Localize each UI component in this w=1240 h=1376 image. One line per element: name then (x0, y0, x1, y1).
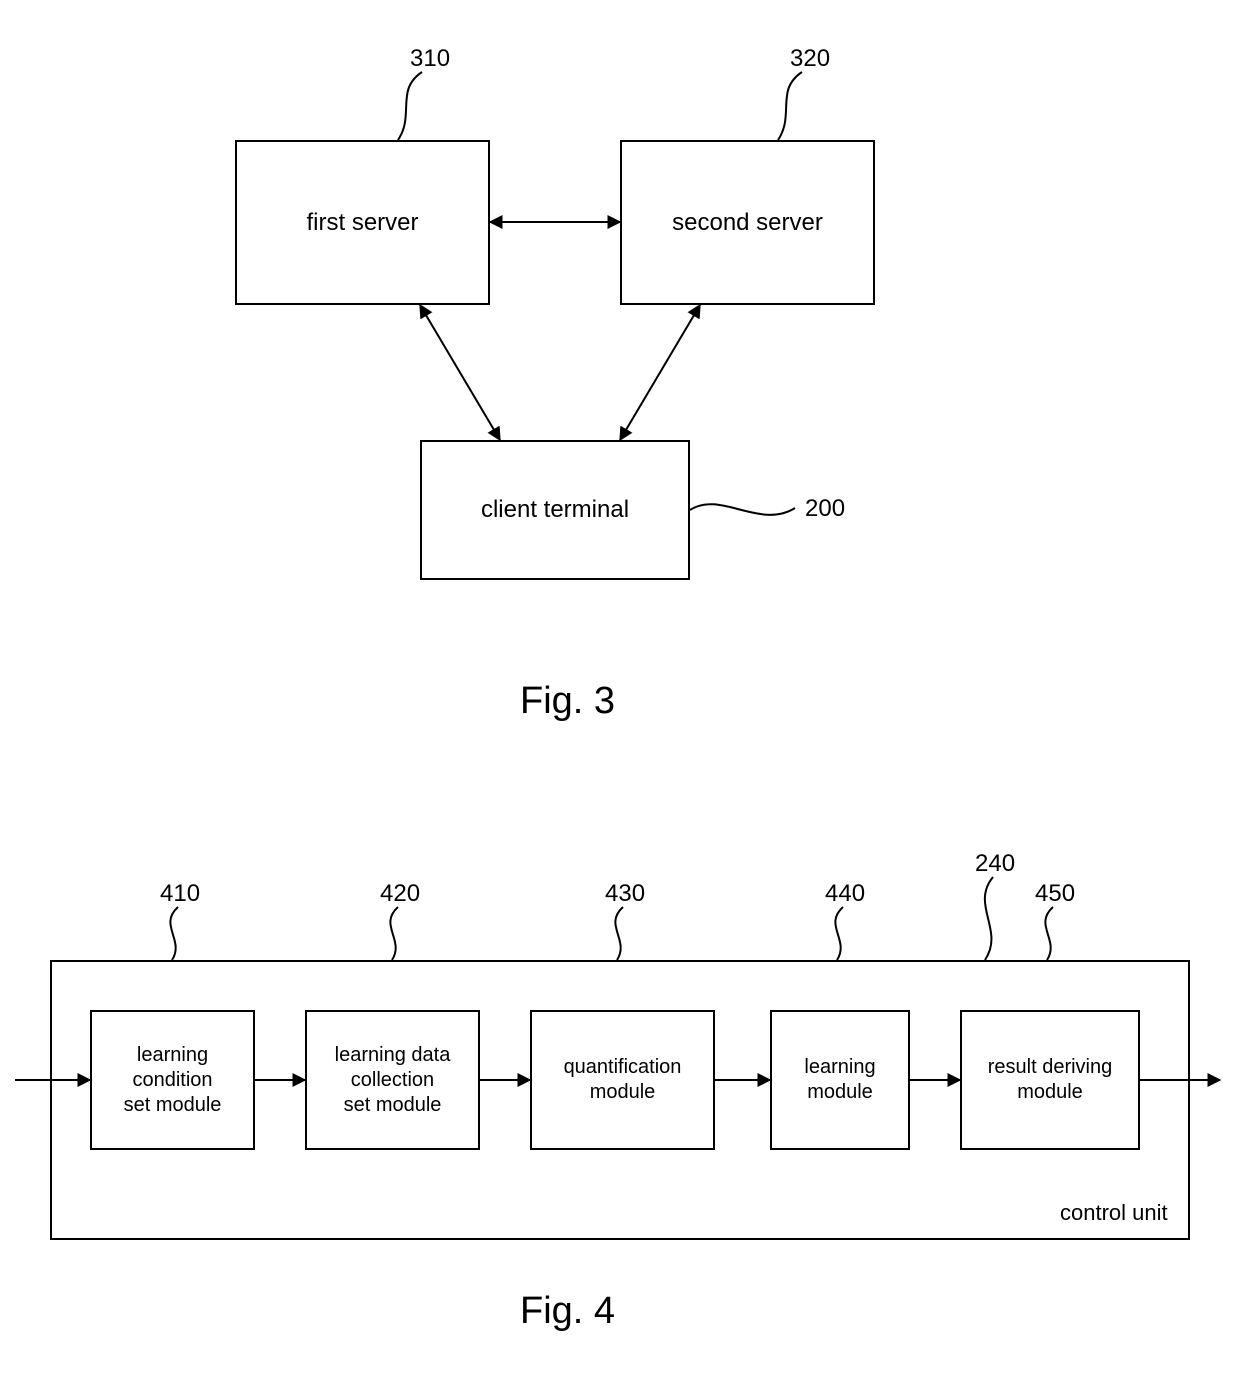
module-learning-condition-set: learning condition set module (90, 1010, 255, 1150)
lead-420 (390, 907, 398, 960)
node-label: client terminal (481, 495, 629, 525)
ref-label-440: 440 (825, 880, 865, 908)
module-learning-data-collection-set: learning data collection set module (305, 1010, 480, 1150)
module-label: learning data collection set module (335, 1043, 451, 1118)
ref-label-410: 410 (160, 880, 200, 908)
edge-second-client (620, 305, 700, 440)
module-label: learning condition set module (124, 1043, 222, 1118)
lead-200 (690, 504, 795, 515)
node-second-server: second server (620, 140, 875, 305)
node-label: second server (672, 208, 823, 238)
ref-label-320: 320 (790, 45, 830, 73)
edge-first-client (420, 305, 500, 440)
ref-label-200: 200 (805, 495, 845, 523)
lead-320 (778, 72, 802, 140)
ref-label-310: 310 (410, 45, 450, 73)
lead-410 (170, 907, 178, 960)
lead-450 (1045, 907, 1053, 960)
module-learning: learning module (770, 1010, 910, 1150)
fig3-caption: Fig. 3 (520, 680, 615, 723)
module-result-deriving: result deriving module (960, 1010, 1140, 1150)
fig4-caption: Fig. 4 (520, 1290, 615, 1333)
lead-430 (615, 907, 623, 960)
ref-label-450: 450 (1035, 880, 1075, 908)
lead-310 (398, 72, 422, 140)
ref-label-420: 420 (380, 880, 420, 908)
node-first-server: first server (235, 140, 490, 305)
module-label: learning module (804, 1055, 875, 1105)
lead-440 (835, 907, 843, 960)
ref-label-240: 240 (975, 850, 1015, 878)
ref-label-430: 430 (605, 880, 645, 908)
module-label: result deriving module (988, 1055, 1113, 1105)
module-label: quantification module (564, 1055, 682, 1105)
module-quantification: quantification module (530, 1010, 715, 1150)
diagram-canvas: first server second server client termin… (0, 0, 1240, 1376)
lead-240 (985, 877, 993, 960)
control-unit-label: control unit (1060, 1200, 1168, 1226)
node-client-terminal: client terminal (420, 440, 690, 580)
node-label: first server (306, 208, 418, 238)
